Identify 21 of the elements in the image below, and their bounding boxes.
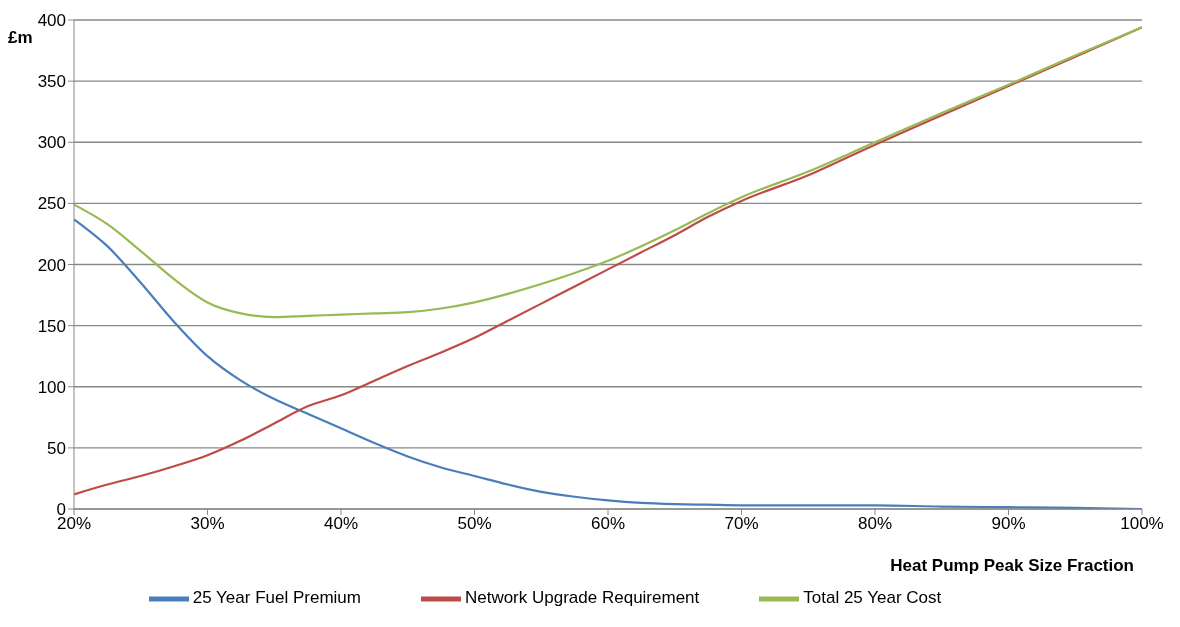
x-tick-label: 100% (1120, 514, 1164, 534)
x-tick-label: 50% (457, 514, 492, 534)
y-tick-label: 200 (37, 255, 66, 275)
legend-label: Total 25 Year Cost (803, 588, 942, 608)
x-tick-label: 90% (991, 514, 1026, 534)
y-tick-label: 350 (37, 72, 66, 92)
y-tick-label: 50 (47, 438, 66, 458)
y-axis-title: £m (8, 28, 33, 48)
y-tick-label: 150 (37, 316, 66, 336)
x-tick-label: 70% (724, 514, 759, 534)
y-tick-label: 250 (37, 194, 66, 214)
x-tick-label: 30% (190, 514, 225, 534)
y-tick-label: 100 (37, 377, 66, 397)
legend-label: Network Upgrade Requirement (464, 588, 700, 608)
x-axis-title: Heat Pump Peak Size Fraction (890, 556, 1134, 575)
x-tick-label: 40% (323, 514, 359, 534)
x-tick-label: 80% (857, 514, 893, 534)
legend-label: 25 Year Fuel Premium (192, 588, 361, 608)
y-tick-label: 300 (37, 133, 66, 153)
y-tick-label: 400 (37, 11, 66, 31)
x-tick-label: 60% (590, 514, 626, 534)
